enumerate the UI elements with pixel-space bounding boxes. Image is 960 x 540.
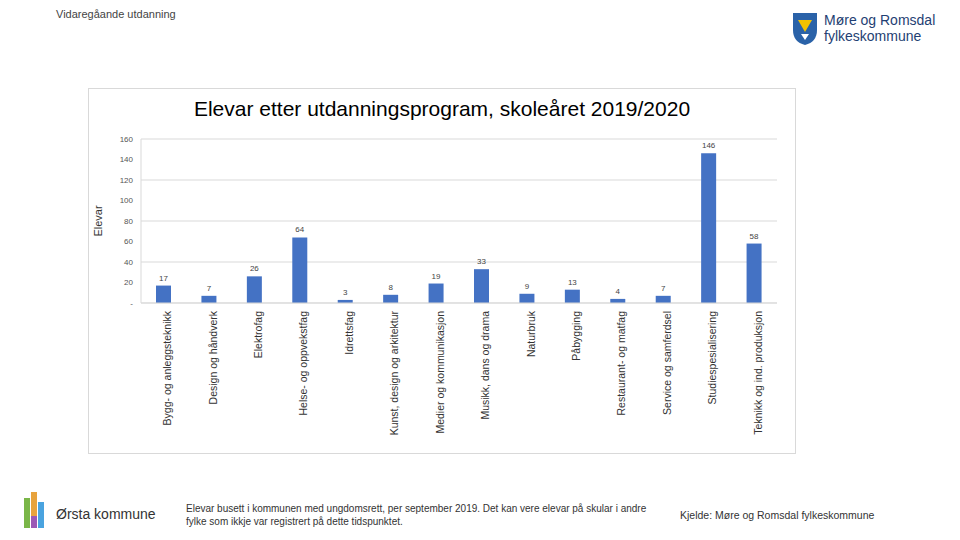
html-text:fylkeskommune: fylkeskommune <box>824 28 922 44</box>
svg-text:Naturbruk: Naturbruk <box>525 310 537 357</box>
svg-text:80: 80 <box>124 217 133 226</box>
svg-text:120: 120 <box>120 176 134 185</box>
svg-text:-: - <box>130 299 133 308</box>
svg-text:Studiespesialisering: Studiespesialisering <box>706 311 718 405</box>
svg-text:146: 146 <box>702 141 716 150</box>
svg-text:8: 8 <box>388 283 393 292</box>
svg-text:40: 40 <box>124 258 133 267</box>
svg-text:Restaurant- og matfag: Restaurant- og matfag <box>615 311 627 416</box>
svg-text:Elektrofag: Elektrofag <box>252 311 264 358</box>
svg-text:140: 140 <box>120 155 134 164</box>
svg-text:9: 9 <box>525 282 530 291</box>
svg-text:Elevar: Elevar <box>92 205 104 237</box>
svg-text:4: 4 <box>616 287 621 296</box>
svg-text:Helse- og oppvekstfag: Helse- og oppvekstfag <box>297 311 309 416</box>
html-text:Kjelde: Møre og Romsdal fylkes: Kjelde: Møre og Romsdal fylkeskommune <box>680 509 875 521</box>
html-text:Ørsta kommune: Ørsta kommune <box>56 506 156 522</box>
svg-text:Medier og kommunikasjon: Medier og kommunikasjon <box>434 311 446 434</box>
html-text:Elevar etter utdanningsprogram: Elevar etter utdanningsprogram, skoleåre… <box>193 97 691 120</box>
svg-text:Bygg- og anleggsteknikk: Bygg- og anleggsteknikk <box>161 310 173 425</box>
svg-text:Kunst, design og arkitektur: Kunst, design og arkitektur <box>388 311 400 436</box>
svg-text:17: 17 <box>159 274 168 283</box>
svg-text:Teknikk og ind. produksjon: Teknikk og ind. produksjon <box>752 311 764 435</box>
svg-text:Service og samferdsel: Service og samferdsel <box>661 311 673 415</box>
svg-text:3: 3 <box>343 288 348 297</box>
svg-text:Påbygging: Påbygging <box>570 311 582 361</box>
html-text:Vidaregåande utdanning: Vidaregåande utdanning <box>56 8 176 20</box>
svg-text:64: 64 <box>295 225 304 234</box>
svg-text:33: 33 <box>477 257 486 266</box>
svg-text:Idrettsfag: Idrettsfag <box>343 311 355 355</box>
html-text:Elevar busett i kommunen med u: Elevar busett i kommunen med ungdomsrett… <box>186 503 647 527</box>
svg-text:7: 7 <box>661 284 666 293</box>
svg-text:60: 60 <box>124 237 133 246</box>
svg-text:Musikk, dans og drama: Musikk, dans og drama <box>479 311 491 420</box>
svg-text:7: 7 <box>207 284 212 293</box>
svg-text:Design og håndverk: Design og håndverk <box>207 310 219 404</box>
html-text:Møre og Romsdal: Møre og Romsdal <box>824 12 936 28</box>
svg-text:100: 100 <box>120 196 134 205</box>
svg-text:26: 26 <box>250 264 259 273</box>
svg-text:20: 20 <box>124 278 133 287</box>
svg-text:13: 13 <box>568 278 577 287</box>
svg-text:58: 58 <box>750 232 759 241</box>
svg-text:160: 160 <box>120 135 134 144</box>
svg-text:19: 19 <box>432 272 441 281</box>
